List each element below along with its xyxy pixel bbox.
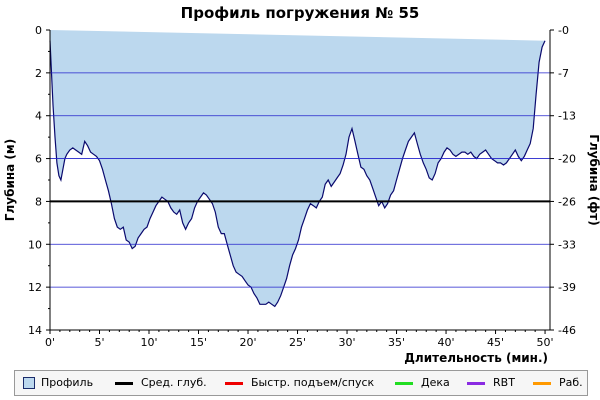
y-tick-label-right: -46: [558, 324, 576, 337]
legend-item-rbt: RBT: [467, 371, 515, 395]
y-tick-label-right: -39: [558, 281, 576, 294]
y-tick-label-right: -13: [558, 110, 576, 123]
x-tick-label: 5': [94, 336, 104, 349]
legend-label-fast-ascent: Быстр. подъем/спуск: [251, 376, 375, 389]
legend-item-avg-depth: Сред. глуб.: [115, 371, 207, 395]
y-tick-label-left: 4: [35, 110, 42, 123]
x-tick-label: 25': [289, 336, 306, 349]
y-tick-label-right: -0: [558, 24, 569, 37]
profile-line: [49, 40, 546, 308]
y-tick-label-right: -7: [558, 67, 569, 80]
legend-swatch-deco: [395, 381, 413, 385]
x-tick-label: 10': [140, 336, 157, 349]
x-tick-label: 40': [438, 336, 455, 349]
legend-label-rbt: RBT: [493, 376, 515, 389]
x-tick-label: 0': [45, 336, 55, 349]
legend-item-work: Раб.: [533, 371, 583, 395]
legend-swatch-profile: [23, 377, 35, 389]
legend-item-profile: Профиль: [23, 371, 93, 395]
legend-swatch-rbt: [467, 381, 485, 385]
y-tick-label-right: -33: [558, 238, 576, 251]
y-tick-label-left: 12: [28, 281, 42, 294]
legend-label-deco: Дека: [421, 376, 450, 389]
legend-label-avg-depth: Сред. глуб.: [141, 376, 207, 389]
dive-profile-chart: Профиль погружения № 55 0 2 4 6 8 10 12 14 -0 -7…: [3, 4, 600, 365]
legend-item-deco: Дека: [395, 371, 450, 395]
legend-label-work: Раб.: [559, 376, 583, 389]
x-tick-label: 20': [240, 336, 257, 349]
y-axis-label-right: Глубина (фт): [587, 134, 600, 225]
y-tick-label-left: 6: [35, 153, 42, 166]
x-tick-label: 50': [537, 336, 554, 349]
y-tick-label-left: 14: [28, 324, 42, 337]
profile-area: [50, 30, 545, 307]
y-tick-label-left: 8: [35, 195, 42, 208]
x-tick-label: 45': [487, 336, 504, 349]
y-tick-label-left: 0: [35, 24, 42, 37]
y-tick-label-right: -26: [558, 195, 576, 208]
legend-swatch-avg-depth: [115, 381, 133, 385]
x-axis-label: Длительность (мин.): [404, 351, 548, 365]
legend-swatch-fast-ascent: [225, 381, 243, 385]
y-tick-label-left: 10: [28, 238, 42, 251]
x-tick-label: 35': [388, 336, 405, 349]
y-axis-label-left: Глубина (м): [3, 139, 17, 221]
legend: Профиль Сред. глуб. Быстр. подъем/спуск …: [14, 370, 588, 396]
y-tick-label-right: -20: [558, 153, 576, 166]
x-tick-label: 15': [190, 336, 207, 349]
legend-label-profile: Профиль: [41, 376, 94, 389]
chart-title: Профиль погружения № 55: [181, 4, 420, 22]
x-tick-label: 30': [339, 336, 356, 349]
legend-item-fast-ascent: Быстр. подъем/спуск: [225, 371, 374, 395]
legend-swatch-work: [533, 381, 551, 385]
y-tick-label-left: 2: [35, 67, 42, 80]
